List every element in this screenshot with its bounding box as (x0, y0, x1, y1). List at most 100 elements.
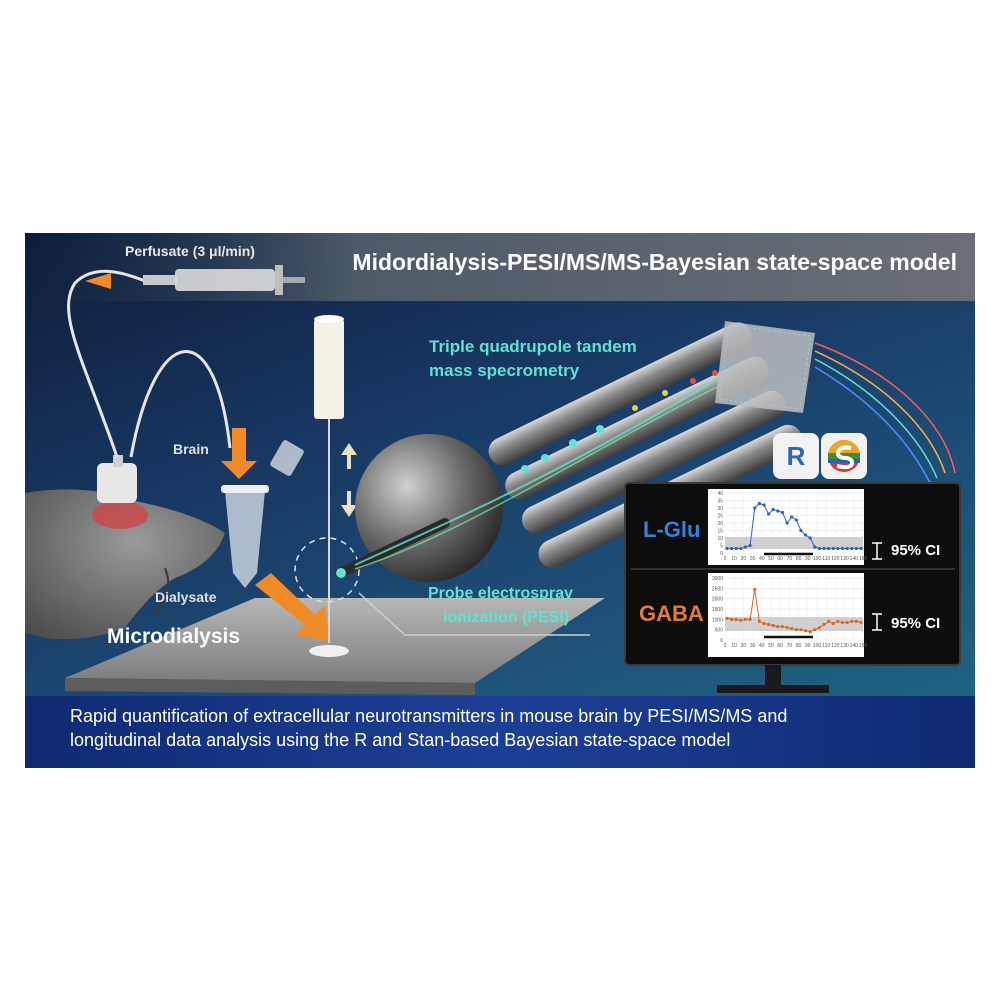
glu-x-tick: 40 (759, 556, 765, 562)
glu-data-point (850, 546, 854, 551)
gaba-x-tick: 80 (796, 643, 802, 649)
glu-x-tick: 60 (777, 556, 783, 562)
gaba-x-tick: 130 (840, 643, 849, 649)
stan-logo-icon (821, 433, 867, 479)
glu-y-tick: 15 (717, 529, 723, 535)
gaba-x-tick: 0 (724, 643, 727, 649)
gaba-x-tick: 50 (768, 643, 774, 649)
gaba-x-tick: 120 (831, 643, 840, 649)
glu-y-tick: 35 (717, 499, 723, 505)
glu-data-point (845, 546, 849, 551)
gaba-data-point (753, 587, 757, 591)
glu-y-tick: 20 (717, 521, 723, 527)
gaba-data-point (739, 618, 743, 622)
gaba-label: GABA (639, 601, 704, 626)
dialysate-label: Dialysate (155, 589, 217, 605)
gaba-x-tick: 100 (813, 643, 822, 649)
gaba-data-point (813, 628, 817, 632)
glu-x-tick: 10 (731, 556, 737, 562)
gaba-data-point (836, 619, 840, 623)
gaba-y-tick: 0 (720, 638, 723, 644)
brain-label: Brain (173, 441, 209, 457)
glu-data-point (771, 507, 775, 512)
glu-data-point (780, 510, 785, 515)
glu-x-tick: 90 (805, 556, 811, 562)
triple-quad-label-line1: Triple quadrupole tandem (429, 337, 637, 356)
page-title: Midordialysis-PESI/MS/MS-Bayesian state-… (352, 249, 957, 275)
gaba-data-point (757, 619, 761, 623)
glu-data-point (753, 506, 757, 510)
glu-data-point (827, 546, 831, 551)
glu-data-point (840, 546, 845, 551)
glu-data-point (799, 528, 803, 533)
glu-x-tick: 80 (796, 556, 802, 562)
glu-data-point (766, 512, 771, 516)
tubing (67, 269, 146, 458)
syringe-illustration (85, 265, 305, 295)
glu-y-tick: 0 (720, 551, 723, 557)
glu-x-tick: 30 (750, 556, 756, 562)
glu-x-tick: 70 (787, 556, 793, 562)
glu-x-tick: 0 (724, 556, 727, 562)
glu-data-point (854, 546, 858, 551)
perfusate-label: Perfusate (3 μl/min) (125, 243, 255, 259)
glu-x-tick: 100 (813, 556, 822, 562)
gaba-y-tick: 2500 (712, 586, 723, 592)
glu-y-tick: 30 (717, 506, 723, 512)
pesi-label-line1: Probe electrospray (428, 585, 573, 602)
glu-y-tick: 25 (717, 514, 723, 520)
glu-data-point (808, 536, 812, 540)
gaba-data-point (803, 629, 808, 633)
glu-y-tick: 5 (720, 544, 723, 550)
gaba-x-tick: 20 (741, 643, 747, 649)
gaba-data-point (766, 622, 771, 627)
glu-x-tick: 120 (831, 556, 840, 562)
microdialysis-label: Microdialysis (107, 625, 241, 648)
gaba-y-tick: 1000 (712, 617, 723, 623)
glu-y-tick: 40 (717, 491, 723, 497)
glu-data-point (730, 546, 734, 551)
gaba-data-point (790, 627, 794, 631)
gaba-data-point (799, 628, 803, 632)
glu-data-point (817, 546, 822, 551)
gaba-data-point (725, 616, 729, 620)
lab-table (65, 598, 605, 683)
caption-bar: Rapid quantification of extracellular ne… (25, 696, 975, 768)
gaba-data-point (859, 620, 863, 625)
glu-data-point (776, 509, 780, 513)
glu-x-tick: 140 (850, 556, 859, 562)
gaba-data-point (776, 624, 780, 629)
gaba-data-point (762, 621, 766, 626)
glu-data-point (794, 518, 798, 522)
caption-line1: Rapid quantification of extracellular ne… (70, 706, 788, 726)
glu-data-point (734, 546, 738, 551)
gaba-x-tick: 10 (731, 643, 737, 649)
gaba-data-point (850, 619, 854, 623)
glu-ci-label: 95% CI (891, 542, 941, 559)
gaba-data-point (817, 626, 822, 630)
glu-data-point (785, 521, 789, 525)
gaba-x-tick: 70 (787, 643, 793, 649)
glu-data-point (762, 503, 766, 507)
glu-y-tick: 10 (717, 536, 723, 542)
gaba-data-point (771, 623, 775, 628)
gaba-y-tick: 1500 (712, 607, 723, 613)
glu-label: L-Glu (643, 517, 701, 542)
gaba-x-tick: 30 (750, 643, 756, 649)
glu-data-point (790, 515, 794, 519)
glu-x-tick: 150 (859, 556, 868, 562)
gaba-x-tick: 60 (777, 643, 783, 649)
gaba-y-tick: 2000 (712, 597, 723, 603)
glu-x-tick: 110 (822, 556, 830, 562)
gaba-data-point (794, 628, 798, 632)
gaba-data-point (822, 622, 826, 627)
glu-data-point (743, 545, 748, 549)
caption-line2: longitudinal data analysis using the R a… (70, 730, 731, 750)
glu-x-tick: 50 (768, 556, 774, 562)
gaba-data-point (734, 617, 738, 621)
glu-data-point (836, 546, 840, 551)
gaba-data-point (831, 621, 835, 626)
glu-data-point (748, 543, 752, 548)
glu-data-point (725, 546, 729, 551)
